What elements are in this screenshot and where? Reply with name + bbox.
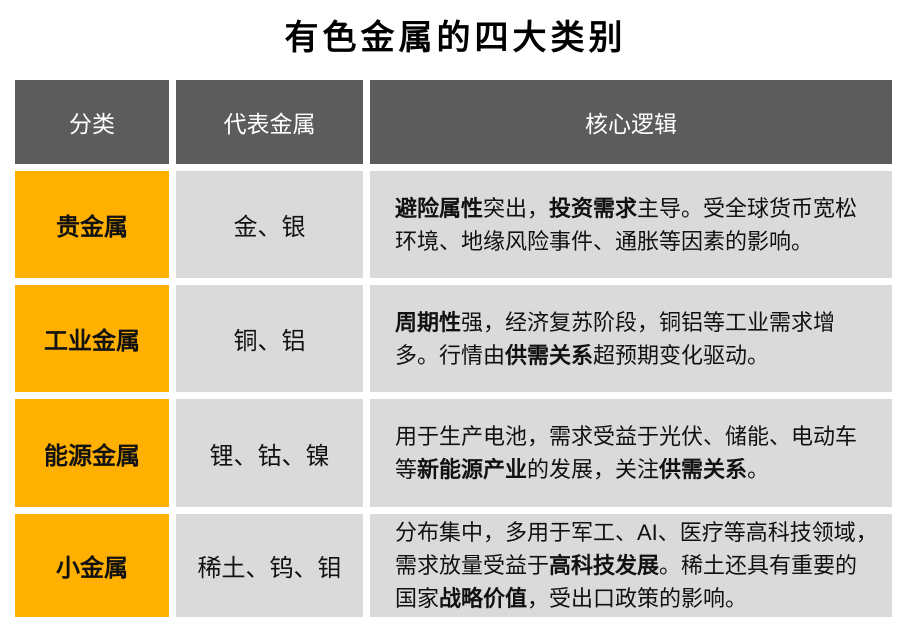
logic-cell-industrial-metals: 周期性强，经济复苏阶段，铜铝等工业需求增多。行情由供需关系超预期变化驱动。 — [370, 285, 892, 392]
page-title: 有色金属的四大类别 — [284, 19, 627, 57]
header-core-logic: 核心逻辑 — [370, 80, 892, 164]
metals-cell-precious-metals: 金、银 — [176, 171, 363, 278]
header-representative-metals: 代表金属 — [176, 80, 363, 164]
category-cell-precious-metals: 贵金属 — [15, 171, 169, 278]
category-cell-minor-metals: 小金属 — [15, 514, 169, 617]
category-cell-energy-metals: 能源金属 — [15, 399, 169, 507]
logic-cell-energy-metals: 用于生产电池，需求受益于光伏、储能、电动车等新能源产业的发展，关注供需关系。 — [370, 399, 892, 507]
metals-cell-energy-metals: 锂、钴、镍 — [176, 399, 363, 507]
logic-cell-precious-metals: 避险属性突出，投资需求主导。受全球货币宽松环境、地缘风险事件、通胀等因素的影响。 — [370, 171, 892, 278]
logic-cell-minor-metals: 分布集中，多用于军工、AI、医疗等高科技领域，需求放量受益于高科技发展。稀土还具… — [370, 514, 892, 617]
category-cell-industrial-metals: 工业金属 — [15, 285, 169, 392]
metals-cell-minor-metals: 稀土、钨、钼 — [176, 514, 363, 617]
header-category: 分类 — [15, 80, 169, 164]
metal-categories-table: 分类 代表金属 核心逻辑 贵金属 金、银 避险属性突出，投资需求主导。受全球货币… — [15, 80, 892, 617]
metals-cell-industrial-metals: 铜、铝 — [176, 285, 363, 392]
